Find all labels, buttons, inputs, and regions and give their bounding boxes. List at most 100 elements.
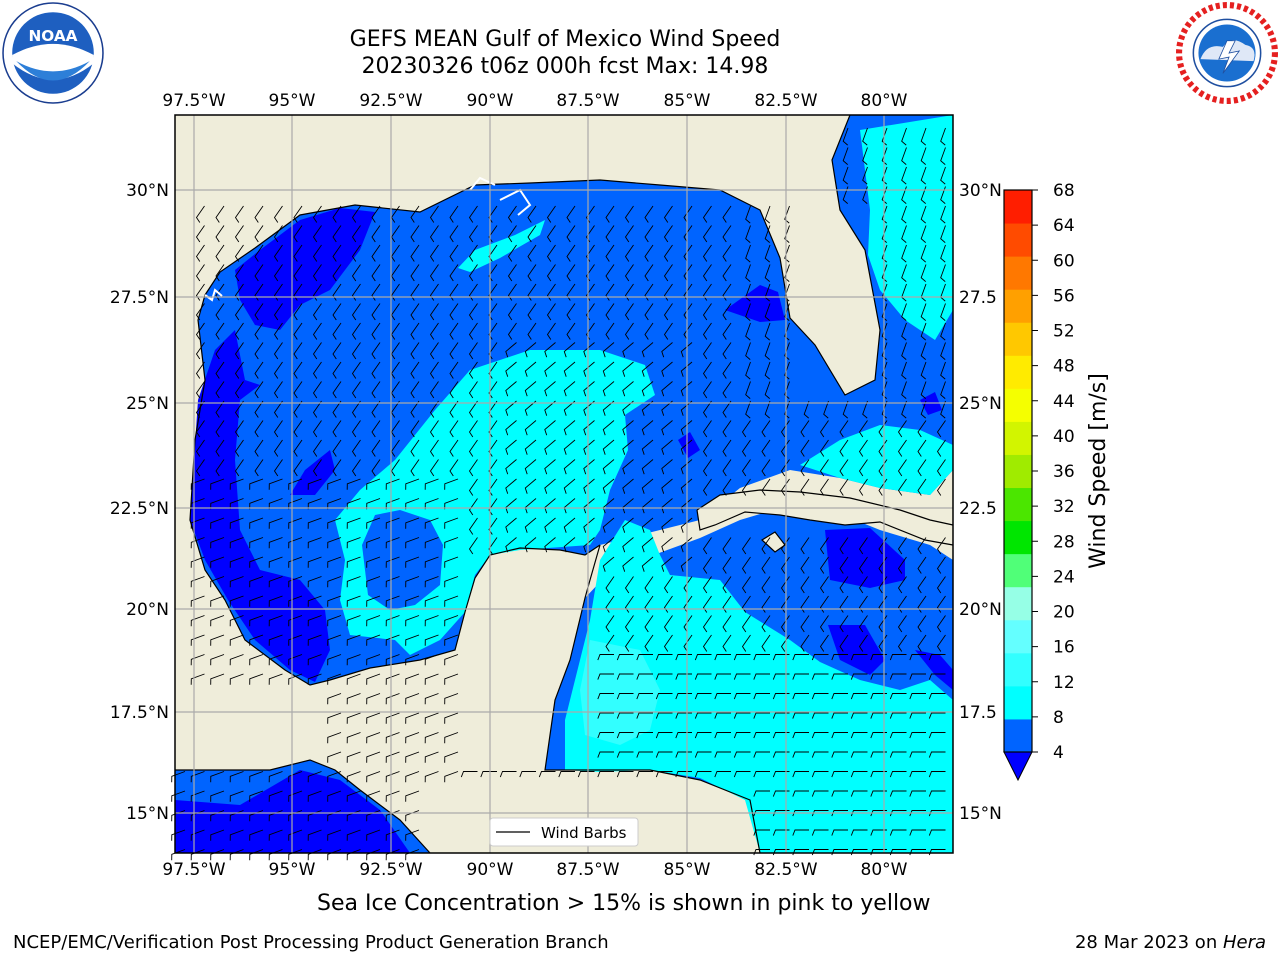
wind-barb xyxy=(195,439,205,457)
wind-barb xyxy=(410,244,420,262)
wind-barb xyxy=(661,517,673,533)
wind-barb xyxy=(424,771,439,783)
wind-barb xyxy=(702,478,712,496)
wind-barb xyxy=(811,673,829,680)
wind-barb xyxy=(663,634,673,652)
wind-barb xyxy=(385,732,400,744)
wind-barb xyxy=(683,205,693,223)
wind-barb xyxy=(249,771,264,783)
wind-barb xyxy=(507,264,517,282)
wind-barb xyxy=(215,283,225,301)
colorbar-label: Wind Speed [m/s] xyxy=(1086,373,1111,569)
wind-barb xyxy=(624,634,634,652)
wind-barb xyxy=(819,576,829,594)
wind-barb xyxy=(889,654,907,661)
wind-barb xyxy=(268,810,283,822)
wind-barb xyxy=(839,420,849,438)
wind-barb xyxy=(366,654,381,666)
wind-barb xyxy=(870,771,887,778)
wind-barb xyxy=(507,225,517,243)
lon-label-bottom: 92.5°W xyxy=(359,860,422,880)
wind-barb xyxy=(741,576,751,594)
wind-barb xyxy=(312,400,322,418)
wind-barb xyxy=(839,459,849,477)
wind-barb xyxy=(761,556,771,574)
wind-barb xyxy=(897,576,907,594)
wind-barb xyxy=(371,283,381,301)
lon-label-top: 87.5°W xyxy=(556,91,619,111)
wind-barb xyxy=(429,439,439,457)
wind-barb xyxy=(488,498,498,516)
wind-barb xyxy=(889,829,907,836)
wind-barb xyxy=(602,400,615,416)
wind-barb xyxy=(597,771,614,778)
wind-barb xyxy=(624,205,634,223)
wind-barb xyxy=(714,732,731,739)
wind-barb xyxy=(745,381,751,399)
wind-barb xyxy=(273,244,283,262)
wind-barb xyxy=(524,517,537,533)
wind-barb xyxy=(850,771,868,778)
colorbar-tick-label: 12 xyxy=(1053,673,1075,693)
wind-barb xyxy=(655,673,673,680)
wind-barb xyxy=(524,342,537,358)
wind-barb xyxy=(268,595,283,607)
wind-barb xyxy=(327,693,342,705)
wind-barb xyxy=(936,478,946,496)
wind-barb xyxy=(249,810,264,822)
footer-credit: NCEP/EMC/Verification Post Processing Pr… xyxy=(13,932,609,953)
low-west xyxy=(190,330,330,682)
wind-barb xyxy=(936,556,946,574)
wind-barb xyxy=(702,322,712,340)
wind-barb xyxy=(655,712,673,719)
wind-barb xyxy=(229,810,244,822)
wind-barb xyxy=(881,127,888,146)
wind-barb xyxy=(901,264,907,282)
wind-barb xyxy=(583,478,595,494)
wind-barb xyxy=(889,810,907,817)
wind-barb xyxy=(663,244,673,262)
wind-barb xyxy=(312,303,322,321)
wind-barb xyxy=(641,517,654,533)
wind-barb xyxy=(850,732,868,739)
wind-speed-fill xyxy=(175,115,953,853)
wind-barb xyxy=(346,478,361,490)
colorbar-tick-label: 28 xyxy=(1053,532,1075,552)
wind-barb xyxy=(346,712,361,724)
wind-barb xyxy=(468,420,478,438)
wind-barb xyxy=(784,381,790,399)
wind-barb xyxy=(524,381,537,397)
wind-barb xyxy=(605,283,615,301)
wind-barb xyxy=(702,381,712,399)
wind-barb xyxy=(722,459,732,477)
wind-barb xyxy=(190,771,205,783)
wind-barb xyxy=(741,420,751,438)
wind-barb xyxy=(722,303,732,321)
wind-barb xyxy=(889,732,907,739)
wind-barb xyxy=(327,478,342,490)
wind-barb xyxy=(881,322,888,341)
wind-barb xyxy=(405,829,420,841)
wind-barb xyxy=(424,693,439,705)
wind-barb xyxy=(940,166,946,185)
wind-barb xyxy=(741,459,751,477)
wind-barb xyxy=(229,634,244,646)
colorbar-segment xyxy=(1004,520,1032,555)
wind-barb xyxy=(680,361,693,377)
wind-barb xyxy=(254,342,264,360)
wind-barb xyxy=(273,283,283,301)
wind-barb xyxy=(940,225,946,243)
wind-barb xyxy=(566,283,576,301)
wind-barb xyxy=(351,342,361,360)
wind-barb xyxy=(683,595,693,613)
wind-barb xyxy=(563,342,576,358)
wind-barb xyxy=(622,556,634,572)
wind-barb xyxy=(307,478,322,490)
wind-barb xyxy=(800,595,810,613)
wind-barb xyxy=(602,459,615,475)
wind-barb xyxy=(385,517,400,529)
wind-barb xyxy=(405,751,420,763)
wind-barb xyxy=(585,283,595,301)
wind-barb xyxy=(254,205,264,223)
wind-barb xyxy=(702,537,712,555)
